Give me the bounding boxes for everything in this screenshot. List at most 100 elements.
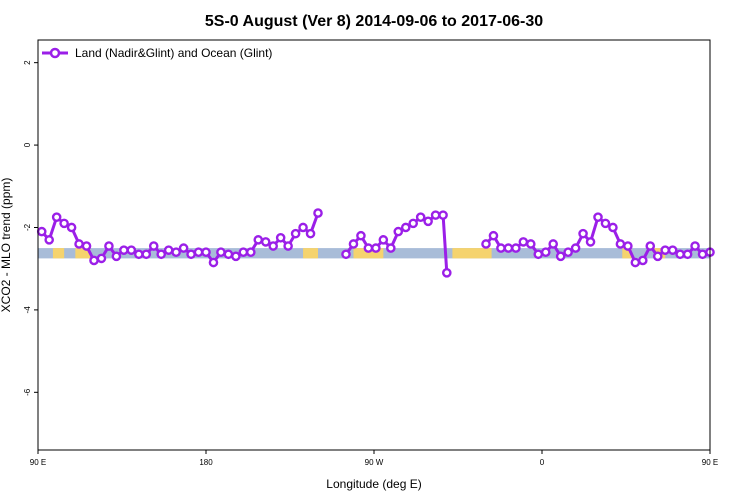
data-point bbox=[638, 255, 648, 266]
data-point bbox=[533, 249, 544, 260]
data-point bbox=[408, 218, 419, 229]
data-point bbox=[540, 247, 551, 258]
data-point bbox=[371, 243, 381, 253]
data-point bbox=[415, 212, 426, 222]
legend-marker-swatch bbox=[49, 47, 61, 59]
data-point bbox=[163, 245, 174, 255]
data-point bbox=[608, 222, 618, 233]
data-point bbox=[570, 243, 581, 253]
data-point bbox=[51, 212, 62, 222]
data-point bbox=[356, 230, 366, 241]
data-point bbox=[171, 247, 181, 258]
data-point bbox=[503, 243, 514, 253]
data-point bbox=[690, 241, 700, 251]
data-point bbox=[305, 228, 316, 239]
data-point bbox=[563, 247, 573, 258]
data-point bbox=[630, 257, 641, 268]
data-point bbox=[223, 249, 234, 260]
data-point bbox=[488, 230, 499, 241]
data-point bbox=[438, 210, 448, 220]
x-tick-label: 90 E bbox=[30, 458, 46, 467]
data-point bbox=[104, 241, 114, 251]
data-point bbox=[600, 218, 611, 229]
data-point bbox=[59, 218, 69, 229]
data-point bbox=[363, 243, 374, 253]
data-point bbox=[441, 268, 452, 278]
x-tick-label: 90 E bbox=[702, 458, 718, 467]
data-point bbox=[511, 243, 521, 253]
land-band bbox=[452, 248, 492, 259]
data-point bbox=[44, 235, 55, 245]
data-point bbox=[193, 247, 204, 258]
data-point bbox=[253, 235, 264, 245]
x-axis: 90 E 180 90 W 0 90 E bbox=[30, 450, 718, 467]
data-point bbox=[313, 208, 323, 218]
data-point bbox=[66, 222, 77, 233]
data-point bbox=[378, 235, 389, 245]
x-tick-label: 0 bbox=[540, 458, 545, 467]
data-point bbox=[526, 239, 536, 249]
data-point bbox=[555, 251, 566, 262]
data-point bbox=[268, 241, 279, 251]
data-point bbox=[36, 226, 47, 237]
series-layer bbox=[36, 208, 715, 278]
data-point bbox=[283, 241, 293, 251]
y-tick-label: -6 bbox=[23, 388, 32, 396]
data-point bbox=[260, 237, 271, 247]
data-point bbox=[430, 210, 441, 220]
land-band bbox=[353, 248, 384, 259]
x-axis-label: Longitude (deg E) bbox=[326, 477, 421, 491]
data-point bbox=[660, 245, 671, 255]
y-tick-label: -4 bbox=[23, 306, 32, 314]
data-point bbox=[667, 245, 678, 255]
data-point bbox=[126, 245, 137, 255]
data-point bbox=[290, 228, 301, 239]
data-point bbox=[148, 241, 159, 251]
data-point bbox=[585, 237, 596, 247]
data-point bbox=[518, 237, 529, 247]
data-point bbox=[682, 249, 693, 260]
data-point bbox=[652, 251, 663, 262]
data-point bbox=[201, 247, 211, 258]
data-point bbox=[548, 239, 559, 249]
data-point bbox=[111, 251, 122, 262]
data-point bbox=[216, 247, 226, 258]
data-point bbox=[238, 247, 249, 258]
land-band bbox=[75, 248, 91, 259]
chart-title: 5S-0 August (Ver 8) 2014-09-06 to 2017-0… bbox=[205, 13, 543, 30]
data-point bbox=[348, 239, 359, 249]
data-point bbox=[119, 245, 129, 255]
data-point bbox=[341, 249, 351, 260]
data-point bbox=[74, 239, 84, 249]
data-point bbox=[298, 222, 308, 233]
data-point bbox=[245, 247, 256, 258]
data-point bbox=[96, 253, 107, 264]
data-point bbox=[400, 222, 411, 233]
y-tick-label: -2 bbox=[23, 223, 32, 231]
land-band bbox=[303, 248, 318, 259]
y-tick-label: 0 bbox=[23, 142, 32, 147]
data-point bbox=[615, 239, 626, 249]
data-point bbox=[623, 241, 633, 251]
land-band bbox=[52, 248, 65, 259]
data-point bbox=[593, 212, 603, 222]
data-point bbox=[208, 257, 219, 268]
data-point bbox=[89, 255, 99, 266]
data-point bbox=[645, 241, 656, 251]
legend: Land (Nadir&Glint) and Ocean (Glint) bbox=[42, 46, 272, 60]
data-point bbox=[186, 249, 196, 260]
y-axis: 2 0 -2 -4 -6 bbox=[23, 60, 38, 396]
data-point bbox=[231, 251, 241, 262]
y-tick-label: 2 bbox=[23, 60, 32, 65]
data-point bbox=[178, 243, 189, 253]
y-axis-label: XCO2 - MLO trend (ppm) bbox=[0, 178, 13, 313]
data-point bbox=[697, 249, 708, 260]
legend-label: Land (Nadir&Glint) and Ocean (Glint) bbox=[75, 46, 272, 60]
data-point bbox=[275, 232, 286, 243]
data-point bbox=[141, 249, 152, 260]
land-band bbox=[622, 248, 632, 259]
x-tick-label: 90 W bbox=[365, 458, 384, 467]
data-point bbox=[156, 249, 166, 260]
data-point bbox=[133, 249, 144, 260]
